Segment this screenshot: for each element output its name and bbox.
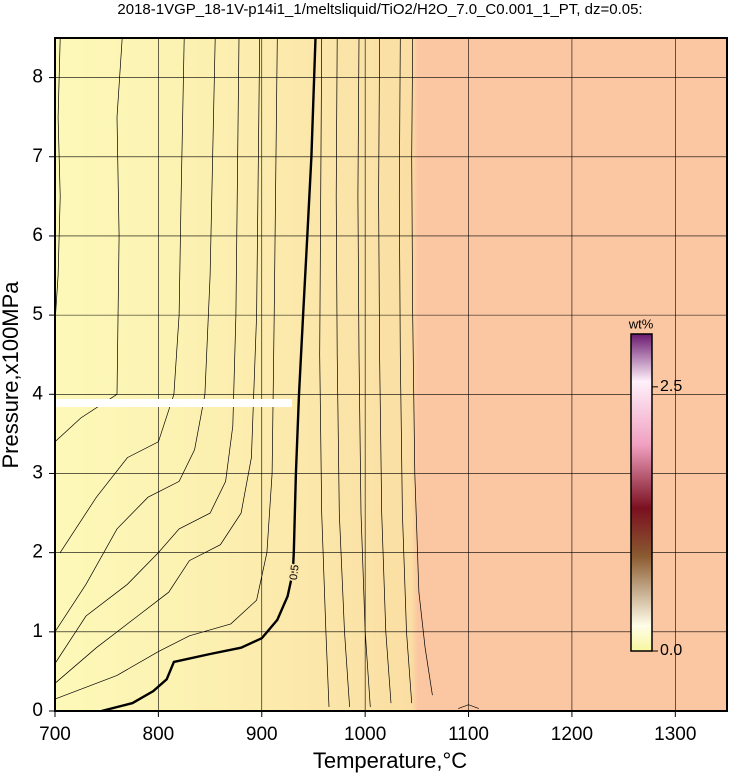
contour-label: 0.5 xyxy=(288,564,302,581)
contour-line xyxy=(54,37,240,664)
y-tick-label: 5 xyxy=(32,304,43,325)
contour-line xyxy=(357,37,371,708)
contour-line xyxy=(59,37,185,553)
contour-line xyxy=(54,37,216,632)
chart-title: 2018-1VGP_18-1V-p14i1_1/meltsliquid/TiO2… xyxy=(117,1,642,18)
contour-line xyxy=(54,37,123,443)
contour-line xyxy=(54,37,278,700)
contour-line xyxy=(411,37,433,696)
contour-line xyxy=(458,704,480,709)
y-tick-label: 1 xyxy=(32,621,43,642)
contour-line xyxy=(319,37,330,708)
x-tick-label: 1200 xyxy=(551,724,593,745)
contour-line xyxy=(101,37,317,713)
y-tick-label: 0 xyxy=(32,700,43,721)
y-tick-label: 2 xyxy=(32,542,43,563)
contour-line xyxy=(398,37,413,704)
x-axis-label: Temperature,°C xyxy=(313,748,467,773)
colorbar-tick-label: 0.0 xyxy=(660,642,682,659)
field xyxy=(55,38,727,711)
contour-line xyxy=(54,37,261,684)
contour-line xyxy=(335,37,350,708)
contour-line xyxy=(54,37,61,324)
x-tick-label: 800 xyxy=(143,724,175,745)
y-tick-label: 8 xyxy=(32,67,43,88)
contour-line xyxy=(378,37,392,704)
colorbar-label: wt% xyxy=(628,316,654,331)
x-tick-label: 1100 xyxy=(448,724,489,745)
x-tick-label: 1000 xyxy=(344,724,386,745)
colorbar xyxy=(630,333,653,652)
y-tick-label: 6 xyxy=(32,225,43,246)
x-tick-label: 700 xyxy=(39,724,71,745)
contour-label: 0.5 xyxy=(288,564,302,581)
y-tick-label: 3 xyxy=(32,462,43,483)
y-axis-label: Pressure,x100MPa xyxy=(0,281,23,469)
x-tick-label: 1300 xyxy=(654,724,696,745)
y-tick-label: 7 xyxy=(32,146,43,167)
x-tick-label: 900 xyxy=(246,724,278,745)
colorbar-tick-label: 2.5 xyxy=(660,378,682,395)
frame xyxy=(54,37,728,712)
gap-band xyxy=(55,399,292,407)
y-tick-label: 4 xyxy=(32,383,43,404)
